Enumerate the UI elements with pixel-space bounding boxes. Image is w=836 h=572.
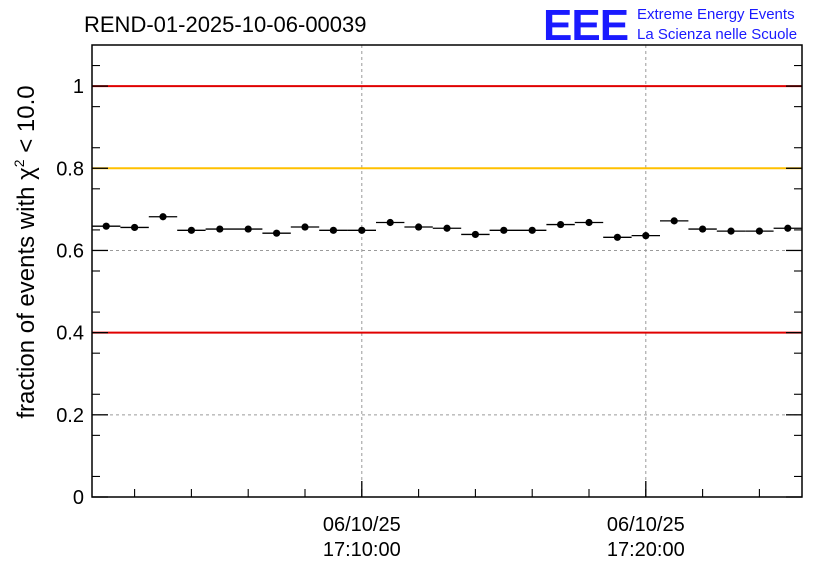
data-point (347, 226, 376, 234)
y-axis-label-symbol: χ (13, 167, 40, 180)
data-point (148, 213, 178, 221)
data-point (716, 227, 746, 235)
y-tick-label: 0.8 (56, 158, 84, 180)
chart-title: REND-01-2025-10-06-00039 (84, 12, 367, 37)
point-marker (329, 226, 337, 234)
point-marker (415, 223, 423, 231)
y-tick-label: 0.2 (56, 405, 84, 427)
data-point (631, 232, 660, 240)
point-marker (699, 225, 707, 233)
point-marker (187, 226, 195, 234)
point-marker (613, 233, 622, 241)
data-point (290, 223, 320, 231)
x-tick-time-label: 17:20:00 (607, 539, 685, 561)
logo-line2: La Scienza nelle Scuole (637, 26, 797, 43)
reference-lines (92, 85, 802, 334)
data-point (319, 226, 348, 234)
y-tick-label: 0.4 (56, 323, 84, 345)
eee-logo: EEE Extreme Energy Events La Scienza nel… (543, 1, 797, 50)
logo-mark: EEE (543, 1, 628, 50)
y-axis-label-exponent: 2 (11, 159, 27, 167)
data-point (745, 227, 774, 235)
plot-frame (91, 44, 803, 498)
y-tick-label: 0.6 (56, 240, 84, 262)
point-marker (670, 217, 678, 225)
point-marker (443, 224, 451, 232)
point-marker (244, 225, 252, 233)
data-point (773, 224, 802, 232)
data-point (404, 223, 433, 231)
data-point (262, 229, 291, 237)
point-marker (159, 213, 167, 221)
data-point (518, 226, 547, 234)
point-marker (131, 223, 139, 232)
data-point (574, 218, 604, 227)
point-marker (358, 226, 366, 234)
y-tick-label: 1 (73, 76, 84, 98)
data-point (546, 220, 575, 229)
point-marker (216, 225, 224, 233)
point-marker (642, 232, 650, 240)
data-point (489, 226, 518, 234)
data-point (234, 225, 263, 233)
point-marker (585, 218, 593, 227)
data-point (205, 225, 234, 233)
data-point (688, 225, 717, 233)
point-marker (273, 229, 281, 237)
data-point (461, 230, 490, 239)
x-tick-date-label: 06/10/25 (323, 514, 401, 536)
data-points (92, 213, 802, 241)
point-marker (727, 227, 735, 235)
point-marker (528, 226, 536, 234)
point-marker (471, 230, 479, 239)
data-point (120, 223, 149, 232)
data-point (603, 233, 632, 241)
point-marker (784, 224, 792, 232)
point-marker (301, 223, 309, 231)
point-marker (500, 226, 508, 234)
y-tick-label: 0 (73, 487, 84, 509)
data-point (660, 217, 689, 225)
data-point (376, 218, 405, 227)
x-tick-time-label: 17:10:00 (323, 539, 401, 561)
point-marker (102, 222, 110, 230)
data-point (177, 226, 206, 234)
logo-line1: Extreme Energy Events (637, 6, 795, 23)
x-tick-date-label: 06/10/25 (607, 514, 685, 536)
data-point (432, 224, 462, 232)
point-marker (557, 220, 565, 229)
grid-lines (92, 45, 802, 497)
y-axis-label-prefix: fraction of events with (13, 180, 40, 419)
point-marker (755, 227, 764, 235)
y-axis-label-suffix: < 10.0 (13, 85, 40, 159)
point-marker (386, 218, 394, 227)
data-point (92, 222, 121, 230)
axis-ticks: 0 0.2 0.4 0.6 0.8 1 06/10/25 17:10:00 06/10/25 17… (56, 64, 802, 561)
y-axis-label: fraction of events with χ2 < 10.0 (11, 85, 40, 418)
